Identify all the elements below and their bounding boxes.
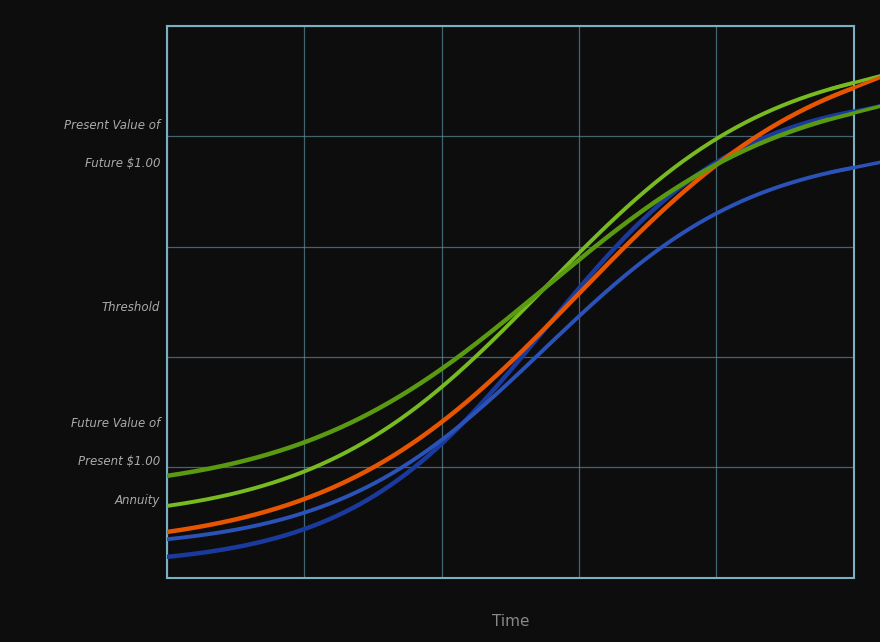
Text: Future $1.00: Future $1.00: [84, 157, 160, 170]
Text: Present $1.00: Present $1.00: [78, 455, 160, 469]
Text: Time: Time: [492, 614, 529, 629]
Text: Annuity: Annuity: [115, 494, 160, 507]
Text: Future Value of: Future Value of: [71, 417, 160, 429]
Text: Present Value of: Present Value of: [64, 119, 160, 132]
Text: Threshold: Threshold: [102, 300, 160, 314]
